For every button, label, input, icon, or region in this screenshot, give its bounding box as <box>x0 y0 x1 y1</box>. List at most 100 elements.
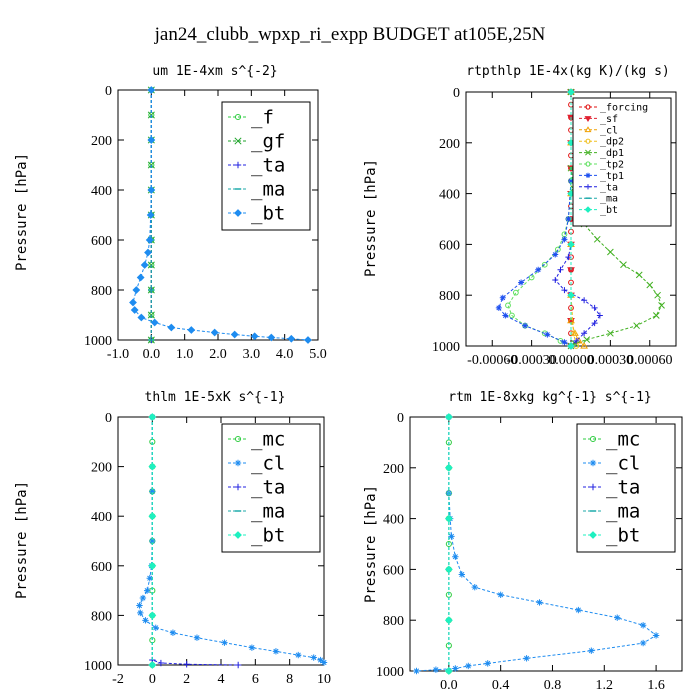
data-point <box>535 266 542 273</box>
data-point <box>183 661 190 668</box>
legend: _mc_cl_ta_ma_bt <box>576 423 676 553</box>
data-point <box>580 342 588 349</box>
y-tick-label: 600 <box>439 238 460 253</box>
data-point <box>654 291 661 299</box>
legend-marker <box>585 172 591 178</box>
data-point <box>444 514 453 523</box>
data-point <box>444 565 453 574</box>
panel-title: rtpthlp 1E-4x(kg K)/(kg s) <box>466 64 670 79</box>
data-point <box>448 533 455 540</box>
panel-title: rtm 1E-8xkg kg^{-1} s^{-1} <box>448 390 652 405</box>
legend-marker <box>234 137 242 145</box>
data-point <box>591 320 598 327</box>
data-point <box>505 302 511 309</box>
data-point <box>148 611 157 620</box>
legend-marker <box>234 459 242 467</box>
data-point <box>581 330 588 337</box>
y-tick-label: 200 <box>91 461 112 476</box>
data-point <box>272 648 280 655</box>
data-point <box>523 655 530 662</box>
x-tick-label: 6 <box>252 672 259 687</box>
data-point <box>465 662 472 670</box>
data-point <box>499 294 506 301</box>
data-point <box>250 332 259 341</box>
data-point <box>146 211 155 219</box>
legend-marker <box>234 435 242 443</box>
legend-entry: _ta <box>579 182 618 193</box>
legend-entry: _tp2 <box>579 160 624 171</box>
series-line <box>507 92 572 347</box>
chart-panel: rtpthlp 1E-4x(kg K)/(kg s) Pressure [hPa]… <box>363 64 677 368</box>
x-tick-label: 8 <box>286 672 293 687</box>
data-point <box>554 246 561 253</box>
x-tick-label: -0.00030 <box>507 353 557 368</box>
legend-entry: _mc <box>228 429 285 451</box>
data-point <box>588 647 595 654</box>
legend-label: _ta <box>251 477 285 499</box>
legend-entry: _bt <box>228 203 285 225</box>
legend-label: _sf <box>600 114 618 125</box>
data-point <box>565 254 572 261</box>
y-tick-label: 0 <box>453 86 460 101</box>
data-point <box>234 661 242 669</box>
data-point <box>565 216 572 222</box>
legend-entry: _ma <box>583 501 640 523</box>
y-tick-label: 1000 <box>84 659 112 674</box>
series-bt <box>129 86 312 344</box>
data-point <box>136 273 145 282</box>
data-point <box>152 624 159 631</box>
data-point <box>567 88 575 96</box>
legend-entry: _dp2 <box>579 137 624 148</box>
data-point <box>140 261 149 269</box>
chart-panel: thlm 1E-5xK s^{-1} Pressure [hPa] 0 200 400 6… <box>14 390 331 687</box>
data-point <box>552 251 559 258</box>
legend-marker <box>589 531 597 539</box>
data-point <box>143 587 151 594</box>
data-point <box>541 261 548 268</box>
data-point <box>635 271 643 279</box>
series-tp1 <box>495 89 574 349</box>
y-tick-label: 1000 <box>376 665 404 680</box>
legend-label: _gf <box>251 131 285 153</box>
legend: _mc_cl_ta_ma_bt <box>221 423 321 553</box>
data-point <box>142 617 149 624</box>
series-tp2 <box>505 89 574 349</box>
data-point <box>230 330 239 339</box>
legend-entry: _ma <box>228 179 285 201</box>
x-tick-label: 4.0 <box>276 347 294 362</box>
legend-label: _tp2 <box>600 160 624 171</box>
x-tick-label: -0.00060 <box>467 353 517 368</box>
x-tick-label: 0.00000 <box>548 353 594 368</box>
data-point <box>458 571 466 578</box>
data-point <box>287 334 296 343</box>
legend-marker <box>589 435 597 443</box>
legend-label: _bt <box>251 203 285 225</box>
data-point <box>452 553 459 560</box>
x-tick-label: 0.0 <box>143 347 161 362</box>
data-point <box>652 632 660 639</box>
legend-entry: _cl <box>583 453 640 475</box>
data-point <box>267 333 276 342</box>
legend-entry: _gf <box>228 131 285 153</box>
data-point <box>568 177 574 184</box>
data-point <box>484 660 491 667</box>
legend-marker <box>584 206 592 213</box>
data-point <box>132 286 141 294</box>
legend-label: _dp2 <box>600 137 624 148</box>
data-point <box>471 583 478 591</box>
series-line <box>498 92 572 347</box>
legend-entry: _bt <box>228 525 285 547</box>
data-point <box>320 659 328 666</box>
legend-entry: _mc <box>583 429 640 451</box>
data-point <box>497 591 504 598</box>
data-point <box>444 463 453 472</box>
legend-marker <box>584 116 592 122</box>
y-tick-label: 400 <box>91 510 112 525</box>
legend-marker <box>585 161 591 167</box>
data-point <box>607 248 614 256</box>
data-point <box>658 302 665 309</box>
data-point <box>495 304 502 311</box>
data-point <box>633 322 640 330</box>
plot-frame <box>409 416 683 672</box>
legend-entry: _f <box>228 107 274 129</box>
